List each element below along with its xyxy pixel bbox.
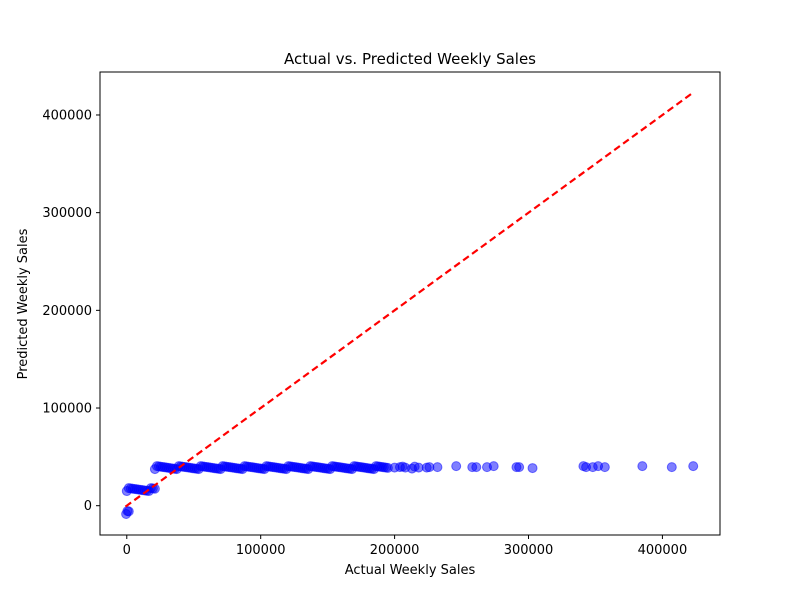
y-tick-label: 400000 (42, 108, 92, 123)
data-point (488, 461, 499, 472)
data-point (527, 463, 538, 474)
data-point (637, 461, 648, 472)
y-tick-label: 300000 (42, 206, 92, 221)
x-axis-title: Actual Weekly Sales (345, 563, 476, 578)
x-tick-label: 100000 (236, 543, 286, 558)
y-tick-label: 200000 (42, 304, 92, 319)
data-point (514, 462, 525, 473)
chart-title: Actual vs. Predicted Weekly Sales (284, 50, 536, 68)
y-axis: 0 100000 200000 300000 400000 (42, 108, 100, 514)
x-tick-label: 200000 (370, 543, 420, 558)
x-tick-label: 300000 (504, 543, 554, 558)
plot-area (121, 92, 699, 519)
data-point (471, 462, 482, 473)
data-point (432, 462, 443, 473)
x-axis: 0 100000 200000 300000 400000 (123, 535, 688, 558)
y-tick-label: 0 (84, 499, 92, 514)
reference-line (124, 92, 693, 508)
data-point (666, 462, 677, 473)
x-tick-label: 400000 (638, 543, 688, 558)
x-tick-label: 0 (123, 543, 131, 558)
plot-frame (99, 71, 721, 536)
data-point (599, 462, 610, 473)
y-tick-label: 100000 (42, 402, 92, 417)
data-point (123, 506, 134, 517)
data-point (451, 461, 462, 472)
data-point (688, 461, 699, 472)
y-axis-title: Predicted Weekly Sales (16, 228, 31, 379)
